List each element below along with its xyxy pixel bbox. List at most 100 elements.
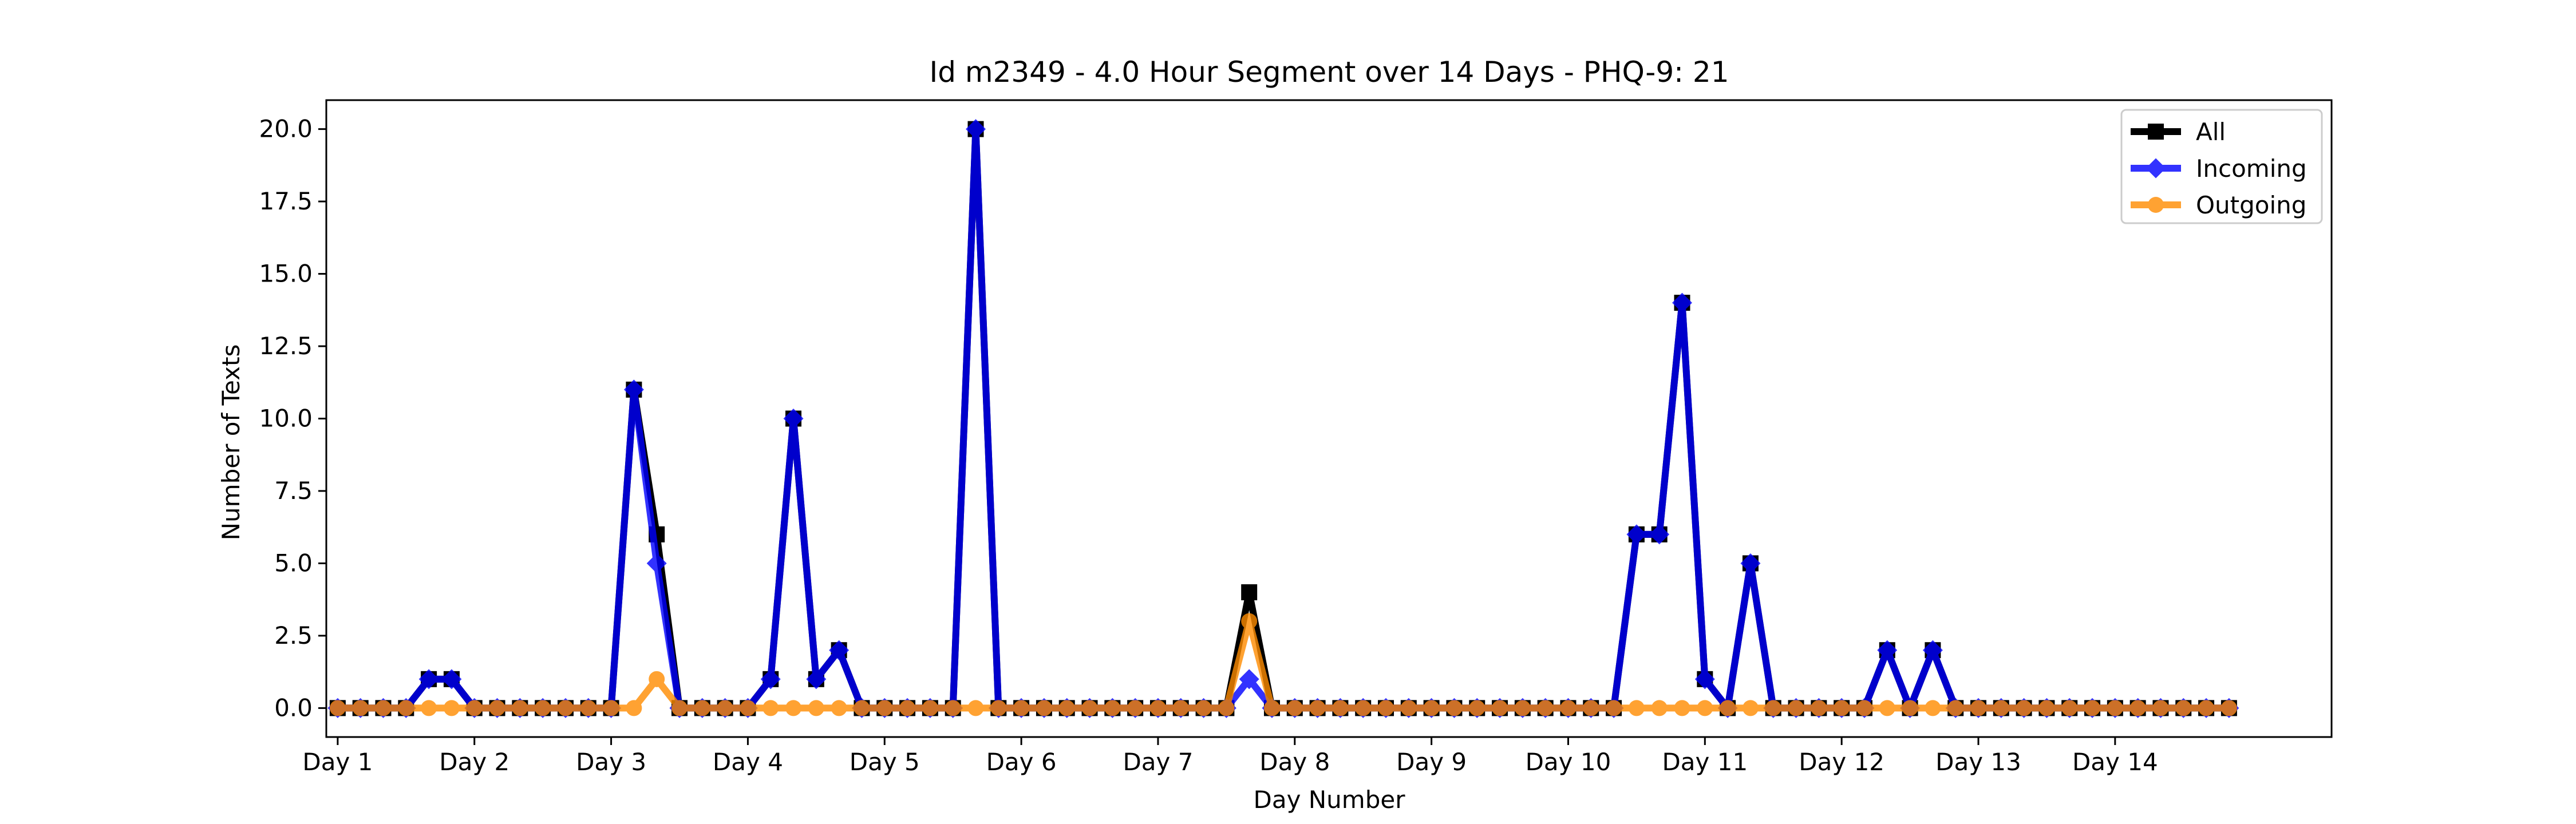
data-point-incoming <box>1694 669 1715 690</box>
data-point-outgoing <box>1651 700 1668 716</box>
data-point-outgoing <box>990 700 1007 716</box>
data-point-outgoing <box>899 700 916 716</box>
x-tick-label: Day 5 <box>850 748 920 776</box>
x-tick-label: Day 13 <box>1935 748 2021 776</box>
x-tick-label: Day 8 <box>1259 748 1330 776</box>
data-point-outgoing <box>1765 700 1781 716</box>
y-tick-label: 20.0 <box>259 115 313 143</box>
legend-item-all <box>2131 124 2181 140</box>
data-point-outgoing <box>2038 700 2055 716</box>
data-point-outgoing <box>1856 700 1872 716</box>
data-point-outgoing <box>1811 700 1827 716</box>
data-point-outgoing <box>1241 613 1258 629</box>
data-point-incoming <box>1877 640 1898 660</box>
data-point-outgoing <box>808 700 824 716</box>
legend-marker-incoming <box>2146 158 2166 179</box>
data-point-outgoing <box>1400 700 1417 716</box>
legend: All Incoming Outgoing <box>2120 109 2323 224</box>
data-point-outgoing <box>1263 700 1280 716</box>
data-point-outgoing <box>1879 700 1895 716</box>
x-tick-label: Day 12 <box>1799 748 1884 776</box>
data-point-outgoing <box>489 700 505 716</box>
data-point-incoming <box>646 553 667 573</box>
data-point-incoming <box>1672 292 1693 313</box>
data-point-outgoing <box>1195 700 1212 716</box>
data-point-outgoing <box>740 700 756 716</box>
x-tick-label: Day 11 <box>1662 748 1748 776</box>
y-axis-label: Number of Texts <box>217 344 245 541</box>
x-tick-label: Day 2 <box>439 748 509 776</box>
series-outgoing <box>329 613 2237 716</box>
data-point-incoming <box>1740 553 1761 573</box>
data-point-outgoing <box>352 700 369 716</box>
data-point-outgoing <box>1606 700 1622 716</box>
data-point-outgoing <box>1469 700 1485 716</box>
data-point-outgoing <box>945 700 961 716</box>
x-tick-label: Day 1 <box>302 748 373 776</box>
data-point-outgoing <box>922 700 938 716</box>
y-tick-label: 7.5 <box>274 477 313 505</box>
data-point-outgoing <box>329 700 346 716</box>
data-point-incoming <box>441 669 462 690</box>
data-point-outgoing <box>1628 700 1645 716</box>
legend-marker-all <box>2148 124 2164 140</box>
data-point-outgoing <box>2016 700 2032 716</box>
data-point-outgoing <box>626 700 642 716</box>
data-point-outgoing <box>2061 700 2078 716</box>
data-point-outgoing <box>512 700 528 716</box>
data-point-outgoing <box>2084 700 2101 716</box>
data-point-outgoing <box>649 671 665 687</box>
data-point-outgoing <box>1947 700 1964 716</box>
x-tick-label: Day 7 <box>1123 748 1193 776</box>
data-point-outgoing <box>762 700 779 716</box>
data-point-outgoing <box>1925 700 1941 716</box>
data-point-outgoing <box>1081 700 1098 716</box>
y-tick-label: 2.5 <box>274 621 313 649</box>
data-point-outgoing <box>1674 700 1690 716</box>
data-point-outgoing <box>1286 700 1303 716</box>
data-point-outgoing <box>1993 700 2009 716</box>
data-point-outgoing <box>2175 700 2192 716</box>
data-point-outgoing <box>831 700 847 716</box>
y-tick-label: 15.0 <box>259 260 313 288</box>
data-point-outgoing <box>1149 700 1166 716</box>
data-point-outgoing <box>1423 700 1440 716</box>
data-point-outgoing <box>603 700 619 716</box>
chart-title: Id m2349 - 4.0 Hour Segment over 14 Days… <box>929 56 1729 89</box>
data-point-incoming <box>806 669 827 690</box>
plot-area <box>327 119 2239 718</box>
data-point-outgoing <box>2152 700 2169 716</box>
data-point-outgoing <box>1834 700 1850 716</box>
data-point-outgoing <box>2129 700 2146 716</box>
data-point-incoming <box>623 379 644 400</box>
data-point-outgoing <box>1560 700 1577 716</box>
data-point-incoming <box>760 669 781 690</box>
legend-label-all: All <box>2196 118 2226 146</box>
x-tick-label: Day 6 <box>986 748 1057 776</box>
x-tick-label: Day 9 <box>1396 748 1467 776</box>
legend-item-incoming <box>2131 158 2181 179</box>
data-point-outgoing <box>1172 700 1189 716</box>
legend-item-outgoing <box>2131 197 2181 213</box>
data-point-outgoing <box>1127 700 1144 716</box>
data-point-outgoing <box>876 700 893 716</box>
data-point-outgoing <box>1332 700 1349 716</box>
data-point-incoming <box>783 409 804 429</box>
y-tick-label: 5.0 <box>274 549 313 577</box>
data-point-incoming <box>1626 524 1647 545</box>
legend-label-incoming: Incoming <box>2196 154 2307 183</box>
data-point-incoming <box>1239 669 1259 690</box>
x-axis-label: Day Number <box>1253 786 1405 814</box>
y-tick-label: 17.5 <box>259 187 313 215</box>
data-point-outgoing <box>557 700 574 716</box>
data-point-outgoing <box>1970 700 1986 716</box>
legend-box <box>2120 109 2323 224</box>
data-point-outgoing <box>854 700 870 716</box>
y-tick-label: 0.0 <box>274 694 313 722</box>
data-point-outgoing <box>1104 700 1121 716</box>
data-point-outgoing <box>717 700 733 716</box>
data-point-outgoing <box>2198 700 2215 716</box>
data-point-incoming <box>1649 524 1670 545</box>
data-point-all <box>1241 584 1258 601</box>
